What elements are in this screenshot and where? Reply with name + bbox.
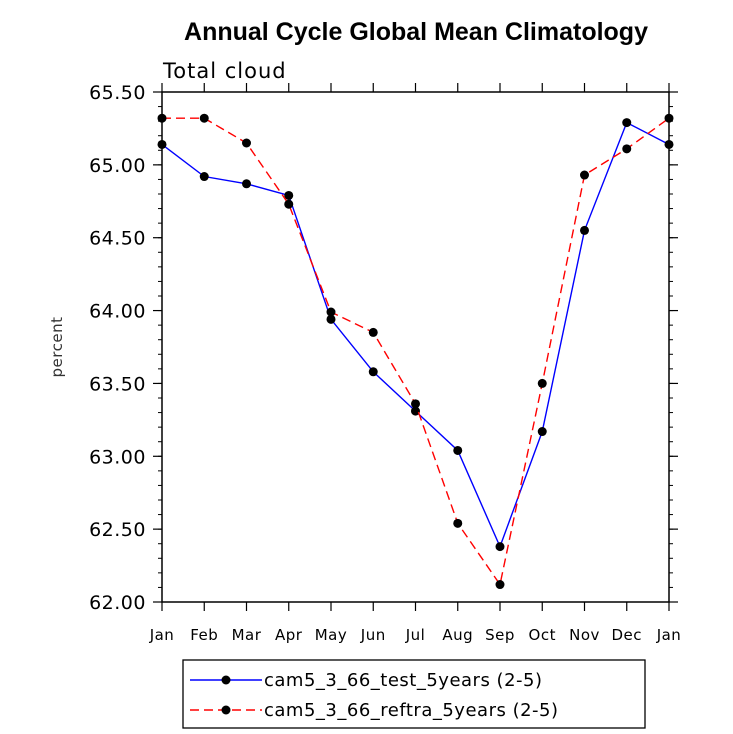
x-tick-label: Feb [190,626,218,644]
series-1-point [326,307,336,317]
legend: cam5_3_66_test_5years (2-5) cam5_3_66_re… [182,659,646,729]
series-1-point [411,399,420,409]
series-0-point [199,172,209,182]
legend-box [182,659,646,729]
x-tick-label: Sep [485,626,515,644]
x-tick-label: Oct [529,626,556,644]
series-line-1 [162,117,670,587]
x-tick-label: Mar [232,626,262,644]
series-0-point [537,427,547,437]
series-0-point [284,190,294,200]
series-1-point [453,518,463,528]
legend-label-reftra: cam5_3_66_reftra_5years (2-5) [264,700,559,721]
x-tick-label: Aug [442,626,473,644]
x-tick-label: Jul [405,626,426,644]
series-1-point [284,199,294,209]
y-tick-label: 64.00 [89,301,146,323]
series-0-point [580,225,589,235]
series-1-point [368,327,378,337]
series-0-point [495,542,505,552]
x-tick-label: Jan [656,626,682,644]
x-tick-label: May [315,626,348,644]
x-tick-label: Dec [611,626,642,644]
series-1-point [537,378,547,388]
series-1-point [199,113,209,123]
chart-subtitle: Total cloud [162,59,287,83]
y-tick-label: 63.50 [89,373,146,395]
series-0-point [622,118,632,128]
y-tick-label: 64.50 [89,228,146,250]
x-tick-label: Apr [275,626,303,644]
chart-title: Annual Cycle Global Mean Climatology [184,18,648,46]
series-0-point [453,445,463,455]
x-tick-label: Nov [569,626,600,644]
series-1-point [622,144,632,154]
y-tick-label: 62.00 [89,592,146,614]
series-0-point [368,367,378,377]
y-tick-label: 65.50 [89,82,146,104]
y-tick-label: 65.00 [89,155,146,177]
x-tick-label: Jun [360,626,386,644]
legend-label-test: cam5_3_66_test_5years (2-5) [264,670,543,691]
y-tick-label: 63.00 [89,446,146,468]
y-axis-label: percent [48,317,66,378]
series-0-point [411,406,420,416]
series-1-point [580,170,589,180]
series-0-point [326,314,336,324]
series-0-point [242,179,251,189]
series-line-0 [161,121,670,549]
series-1-point [495,580,505,590]
legend-marker-reftra [221,705,231,715]
x-tick-label: Jan [149,626,175,644]
series-1-point [242,138,251,148]
y-tick-label: 62.50 [89,519,146,541]
legend-marker-test [221,675,231,685]
plot-frame [161,91,670,603]
